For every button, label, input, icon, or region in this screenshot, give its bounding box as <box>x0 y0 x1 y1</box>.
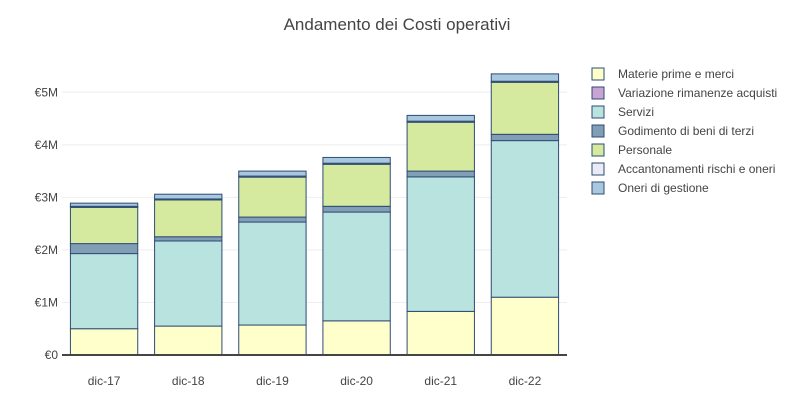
bar-segment[interactable] <box>154 325 223 356</box>
bar-segment[interactable] <box>322 211 391 322</box>
bar-segment[interactable] <box>154 240 223 327</box>
legend-swatch[interactable] <box>591 162 605 176</box>
x-tick-label: dic-17 <box>88 374 121 388</box>
y-tick-label: €5M <box>35 85 58 99</box>
bar-segment[interactable] <box>322 156 391 164</box>
legend-label[interactable]: Personale <box>618 143 672 157</box>
legend: Materie prime e merci Variazione rimanenz… <box>591 67 777 195</box>
grid-layer <box>62 91 567 303</box>
legend-swatch[interactable] <box>591 181 605 195</box>
bar-segment[interactable] <box>238 221 307 326</box>
bar-segment[interactable] <box>238 170 307 177</box>
legend-label[interactable]: Godimento di beni di terzi <box>618 124 754 138</box>
bar-segment[interactable] <box>406 310 475 356</box>
bar-segment[interactable] <box>406 114 475 122</box>
legend-label[interactable]: Variazione rimanenze acquisti <box>618 86 777 100</box>
legend-label[interactable]: Servizi <box>618 105 654 119</box>
bar-segment[interactable] <box>238 216 307 223</box>
bar-segment[interactable] <box>490 133 560 142</box>
bars-layer <box>69 73 560 356</box>
x-tick-label: dic-18 <box>172 374 205 388</box>
y-tick-label: €2M <box>35 243 58 257</box>
bar-segment[interactable] <box>238 324 307 356</box>
x-tick-label: dic-21 <box>424 374 457 388</box>
bar-segment[interactable] <box>490 140 560 298</box>
bar-segment[interactable] <box>406 170 475 178</box>
bar-segment[interactable] <box>490 73 560 82</box>
bar-segment[interactable] <box>69 202 139 207</box>
bar-segment[interactable] <box>154 193 223 200</box>
legend-swatch[interactable] <box>591 67 605 81</box>
legend-swatch[interactable] <box>591 86 605 100</box>
bar-segment[interactable] <box>406 121 475 172</box>
legend-swatch[interactable] <box>591 124 605 138</box>
bar-segment[interactable] <box>69 206 139 245</box>
x-tick-label: dic-20 <box>340 374 373 388</box>
legend-swatch[interactable] <box>591 105 605 119</box>
x-tick-label: dic-22 <box>509 374 542 388</box>
bar-segment[interactable] <box>322 205 391 213</box>
bar-segment[interactable] <box>322 163 391 207</box>
legend-swatch[interactable] <box>591 143 605 157</box>
y-tick-label: €1M <box>35 295 58 309</box>
y-tick-label: €0 <box>45 348 59 362</box>
bar-segment[interactable] <box>406 176 475 312</box>
y-tick-labels: €0 €1M €2M €3M €4M €5M <box>35 85 59 362</box>
x-tick-label: dic-19 <box>256 374 289 388</box>
bar-segment[interactable] <box>69 328 139 356</box>
bar-segment[interactable] <box>490 296 560 356</box>
bar-segment[interactable] <box>238 176 307 218</box>
chart-title: Andamento dei Costi operativi <box>284 15 511 34</box>
y-tick-label: €3M <box>35 190 58 204</box>
bar-segment[interactable] <box>154 199 223 238</box>
legend-label[interactable]: Oneri di gestione <box>618 181 709 195</box>
bar-segment[interactable] <box>322 320 391 356</box>
bar-segment[interactable] <box>69 243 139 255</box>
legend-label[interactable]: Accantonamenti rischi e oneri <box>618 162 775 176</box>
y-tick-label: €4M <box>35 138 58 152</box>
bar-segment[interactable] <box>490 81 560 135</box>
bar-segment[interactable] <box>154 236 223 242</box>
legend-label[interactable]: Materie prime e merci <box>618 67 734 81</box>
bar-segment[interactable] <box>69 253 139 330</box>
x-tick-labels: dic-17 dic-18 dic-19 dic-20 dic-21 dic-22 <box>88 374 542 388</box>
